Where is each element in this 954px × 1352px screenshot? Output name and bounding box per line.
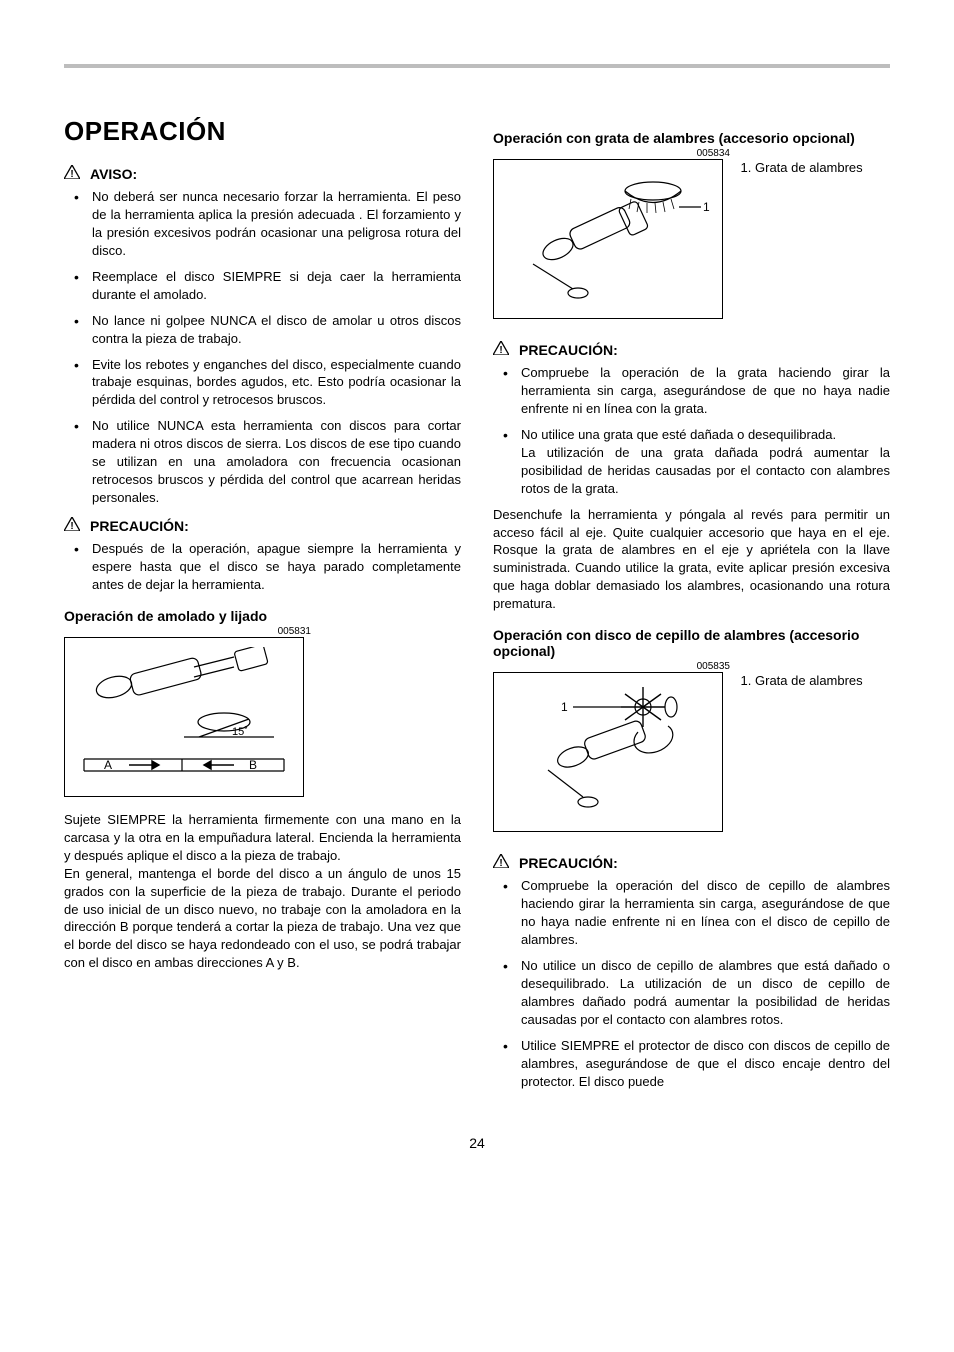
subheading-wire-wheel: Operación con disco de cepillo de alambr… xyxy=(493,627,890,659)
aviso-item: Evite los rebotes y enganches del disco,… xyxy=(92,356,461,410)
callout-1: 1 xyxy=(703,200,710,214)
page-title: OPERACIÓN xyxy=(64,116,461,147)
precaucion-label: PRECAUCIÓN: xyxy=(90,518,189,534)
figure-code: 005831 xyxy=(64,626,461,637)
warning-triangle-icon: ! xyxy=(64,165,80,179)
aviso-item: Reemplace el disco SIEMPRE si deja caer … xyxy=(92,268,461,304)
body-text: Sujete SIEMPRE la herramienta firmemente… xyxy=(64,811,461,972)
aviso-heading: ! AVISO: xyxy=(64,165,461,182)
aviso-item: No deberá ser nunca necesario forzar la … xyxy=(92,188,461,260)
precaucion-item: Utilice SIEMPRE el protector de disco co… xyxy=(521,1037,890,1091)
aviso-label: AVISO: xyxy=(90,166,137,182)
precaucion-list: Después de la operación, apague siempre … xyxy=(64,540,461,594)
figure-grinding: 15˚ A xyxy=(64,637,304,797)
caption-item: Grata de alambres xyxy=(755,159,863,177)
svg-text:!: ! xyxy=(70,521,73,531)
direction-a-label: A xyxy=(104,758,112,772)
aviso-item: No utilice NUNCA esta herramienta con di… xyxy=(92,417,461,507)
precaucion-item-text: No utilice una grata que esté dañada o d… xyxy=(521,427,836,442)
paragraph: En general, mantenga el borde del disco … xyxy=(64,865,461,973)
precaucion-heading: ! PRECAUCIÓN: xyxy=(493,854,890,871)
aviso-list: No deberá ser nunca necesario forzar la … xyxy=(64,188,461,507)
wire-wheel-brush-diagram: 1 xyxy=(503,682,713,822)
subheading-wire-cup: Operación con grata de alambres (accesor… xyxy=(493,130,890,146)
precaucion-list: Compruebe la operación del disco de cepi… xyxy=(493,877,890,1090)
figure-code: 005834 xyxy=(493,148,890,159)
caption-item: Grata de alambres xyxy=(755,672,863,690)
left-column: OPERACIÓN ! AVISO: No deberá ser nunca n… xyxy=(64,116,461,1099)
precaucion-item: Compruebe la operación del disco de cepi… xyxy=(521,877,890,949)
subheading-grinding: Operación de amolado y lijado xyxy=(64,608,461,624)
figure-code: 005835 xyxy=(493,661,890,672)
precaucion-item: No utilice un disco de cepillo de alambr… xyxy=(521,957,890,1029)
body-text: Desenchufe la herramienta y póngala al r… xyxy=(493,506,890,614)
page-number: 24 xyxy=(64,1135,890,1151)
precaucion-heading: ! PRECAUCIÓN: xyxy=(64,517,461,534)
svg-text:!: ! xyxy=(499,345,502,355)
warning-triangle-icon: ! xyxy=(493,341,509,355)
precaucion-item: Después de la operación, apague siempre … xyxy=(92,540,461,594)
paragraph: Desenchufe la herramienta y póngala al r… xyxy=(493,506,890,614)
figure-wire-wheel: 1 xyxy=(493,672,723,832)
precaucion-label: PRECAUCIÓN: xyxy=(519,342,618,358)
precaucion-item-continuation: La utilización de una grata dañada podrá… xyxy=(521,444,890,498)
manual-page: OPERACIÓN ! AVISO: No deberá ser nunca n… xyxy=(0,0,954,1183)
wire-cup-brush-diagram: 1 xyxy=(503,169,713,309)
two-column-layout: OPERACIÓN ! AVISO: No deberá ser nunca n… xyxy=(64,116,890,1099)
right-column: Operación con grata de alambres (accesor… xyxy=(493,116,890,1099)
figure-row: 1 Grata de alambres xyxy=(493,159,890,319)
precaucion-list: Compruebe la operación de la grata hacie… xyxy=(493,364,890,498)
warning-triangle-icon: ! xyxy=(64,517,80,531)
grinder-angle-diagram: 15˚ A xyxy=(74,647,294,787)
figure-caption: Grata de alambres xyxy=(737,159,863,177)
precaucion-heading: ! PRECAUCIÓN: xyxy=(493,341,890,358)
svg-text:!: ! xyxy=(499,858,502,868)
precaucion-item: Compruebe la operación de la grata hacie… xyxy=(521,364,890,418)
angle-label: 15˚ xyxy=(232,726,248,738)
svg-text:!: ! xyxy=(70,169,73,179)
figure-wire-cup: 1 xyxy=(493,159,723,319)
aviso-item: No lance ni golpee NUNCA el disco de amo… xyxy=(92,312,461,348)
paragraph: Sujete SIEMPRE la herramienta firmemente… xyxy=(64,811,461,865)
warning-triangle-icon: ! xyxy=(493,854,509,868)
precaucion-item: No utilice una grata que esté dañada o d… xyxy=(521,426,890,498)
figure-row: 1 Grata de alambres xyxy=(493,672,890,832)
precaucion-label: PRECAUCIÓN: xyxy=(519,855,618,871)
header-rule xyxy=(64,64,890,68)
direction-b-label: B xyxy=(249,758,257,772)
callout-1: 1 xyxy=(561,700,568,714)
figure-caption: Grata de alambres xyxy=(737,672,863,690)
